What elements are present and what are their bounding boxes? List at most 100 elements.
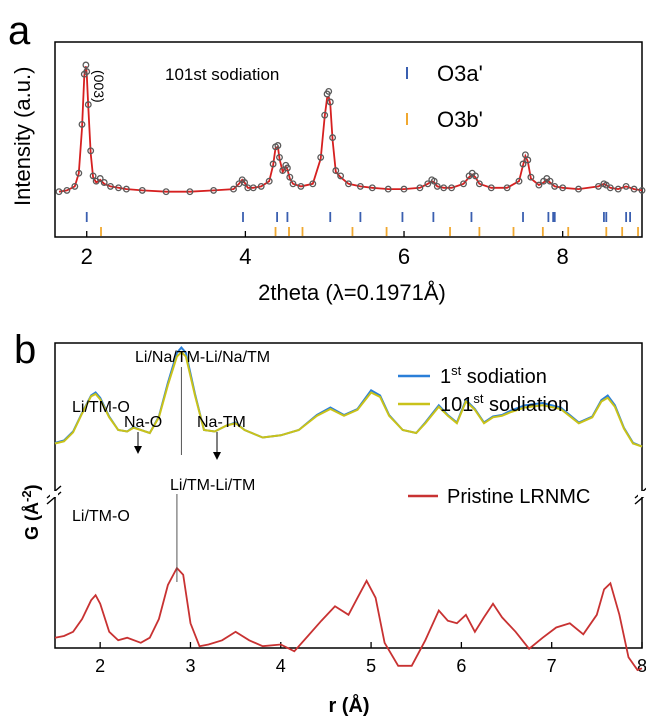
panel-label-b: b	[14, 328, 36, 372]
annotation-li-tm-li-tm: Li/TM-Li/TM	[170, 477, 255, 494]
observed-point	[297, 182, 305, 190]
observed-point	[100, 179, 108, 186]
panel-a-x-tick-label-6: 6	[398, 244, 410, 269]
observed-point	[471, 172, 479, 180]
panel-a-fit-line	[58, 66, 643, 193]
panel-a-x-tick-label-4: 4	[239, 244, 251, 269]
observed-point	[345, 180, 352, 188]
observed-point	[430, 177, 438, 185]
panel-a-observed-points	[55, 61, 646, 196]
panel-b-x-tick-label-2: 2	[95, 656, 105, 676]
annotation-li-tm-o-upper: Li/TM-O	[72, 399, 130, 416]
legend-label-o3a: O3a'	[437, 61, 483, 86]
panel-a-x-tick-label-2: 2	[81, 244, 93, 269]
panel-b-y-axis-label: G (Å-2)	[19, 484, 42, 540]
observed-point	[440, 184, 448, 192]
observed-point	[487, 184, 495, 192]
observed-point	[84, 101, 92, 109]
observed-point	[384, 185, 392, 193]
observed-point	[527, 173, 535, 181]
observed-point	[87, 147, 95, 155]
observed-point	[230, 185, 237, 193]
observed-point	[326, 98, 334, 106]
legend-label-pristine: Pristine LRNMC	[447, 486, 590, 508]
annotation-na-tm: Na-TM	[197, 414, 246, 431]
legend-label-101st-sodiation: 101st sodiation	[440, 391, 569, 416]
observed-point	[122, 185, 130, 193]
observed-point	[475, 180, 483, 188]
arrowhead-na-o	[134, 446, 142, 454]
annotation-na-o: Na-O	[124, 414, 162, 431]
observed-point	[575, 185, 582, 193]
panel-a-x-axis-label: 2theta (λ=0.1971Å)	[258, 280, 446, 305]
panel-a-frame	[54, 41, 643, 238]
observed-point	[622, 182, 630, 190]
panel-b-series-101st-sodiation	[54, 350, 643, 448]
observed-point	[269, 160, 277, 168]
arrowhead-na-tm	[213, 452, 221, 460]
panel-b-x-tick-label-6: 6	[456, 656, 466, 676]
panel-a-x-tick-label-8: 8	[557, 244, 569, 269]
observed-point	[546, 177, 554, 185]
observed-point	[257, 182, 265, 190]
observed-point	[186, 188, 194, 196]
observed-point	[55, 188, 63, 196]
observed-point	[337, 172, 345, 180]
observed-point	[614, 185, 622, 193]
observed-point	[317, 153, 325, 161]
panel-b-series-pristine	[54, 566, 643, 672]
panel-b-x-tick-label-8: 8	[637, 656, 646, 676]
observed-point	[138, 186, 146, 194]
observed-point	[524, 156, 532, 164]
annotation-li-tm-o-lower: Li/TM-O	[72, 508, 130, 525]
observed-point	[551, 182, 559, 190]
observed-point	[606, 184, 614, 192]
observed-point	[283, 164, 291, 172]
observed-point	[630, 185, 638, 193]
observed-point	[265, 177, 273, 185]
annotation-li-na-tm-li-na-tm: Li/Na/TM-Li/Na/TM	[135, 349, 270, 366]
observed-point	[594, 182, 602, 190]
observed-point	[368, 184, 376, 192]
observed-point	[75, 169, 83, 177]
observed-point	[82, 61, 90, 69]
observed-point	[321, 111, 329, 119]
legend-label-1st-sodiation: 1st sodiation	[440, 363, 547, 388]
observed-point	[400, 185, 408, 193]
panel-b: 2 3 4 5 6 7 8 Li/Na/TM-Li/Na/TM Li/TM-O Na-O N…	[19, 342, 646, 717]
observed-point	[448, 184, 456, 192]
observed-point	[460, 180, 467, 188]
panel-a: 2 4 6 8 101st sodiation (003) O3a' O3b' Int…	[10, 41, 646, 305]
observed-point	[83, 68, 91, 76]
observed-point	[433, 182, 441, 190]
observed-point	[276, 153, 283, 161]
observed-point	[89, 172, 97, 180]
observed-point	[309, 180, 317, 188]
observed-point	[535, 181, 543, 189]
observed-point	[503, 184, 511, 192]
panel-a-y-axis-label: Intensity (a.u.)	[10, 67, 35, 206]
observed-point	[63, 186, 71, 194]
observed-point	[519, 160, 527, 168]
observed-point	[249, 184, 257, 192]
panel-b-x-tick-label-7: 7	[547, 656, 557, 676]
panel-a-x-ticks: 2 4 6 8	[81, 231, 569, 269]
axis-break-right	[634, 487, 646, 505]
panel-b-x-tick-label-5: 5	[366, 656, 376, 676]
observed-point	[115, 184, 122, 192]
observed-point	[356, 182, 364, 190]
observed-point	[638, 186, 646, 194]
peak-label-003: (003)	[91, 70, 107, 103]
panel-a-bragg-markers	[85, 212, 639, 236]
observed-point	[515, 177, 523, 185]
panel-b-x-axis-label: r (Å)	[328, 693, 369, 717]
observed-point	[96, 175, 104, 182]
observed-point	[329, 134, 337, 142]
axis-break-left	[46, 485, 62, 505]
observed-point	[559, 184, 567, 192]
panel-b-x-tick-label-4: 4	[276, 656, 286, 676]
observed-point	[241, 179, 249, 186]
observed-point	[289, 180, 297, 188]
observed-point	[162, 188, 170, 196]
